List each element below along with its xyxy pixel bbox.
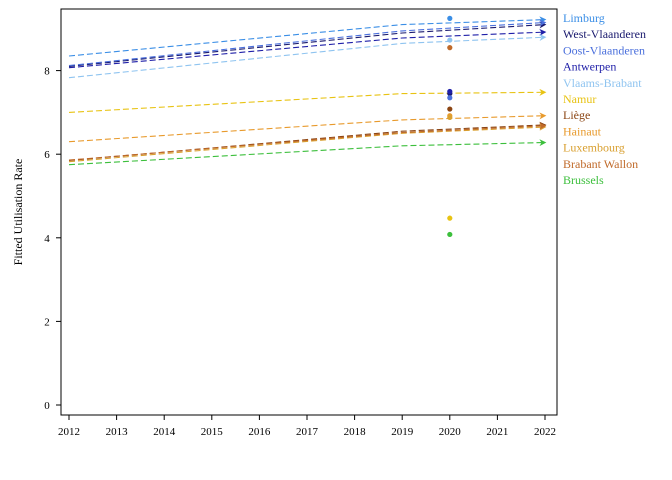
observed-point [447,231,453,238]
x-tick-label: 2021 [486,426,508,438]
series-line-limburg [68,16,547,57]
y-tick-label: 2 [44,316,50,328]
legend-entry: Vlaams-Brabant [563,76,642,90]
legend-entry: Oost-Vlaanderen [563,43,645,57]
observed-point [447,15,453,21]
plot-frame [60,8,558,416]
observed-point [447,88,453,95]
legend-entry: Liège [563,108,590,122]
observed-points [447,15,453,238]
y-tick-label: 0 [44,400,50,412]
y-tick-label: 6 [44,149,50,161]
legend-entry: Brabant Wallon [563,157,638,171]
axes: 2012 2013 2014 2015 2016 2017 2018 2019 2020 2021… [44,66,556,438]
legend-entry: Namur [563,92,596,106]
observed-point [447,114,453,121]
observed-point [447,106,453,112]
legend-entry: Luxembourg [563,141,625,155]
x-tick-label: 2022 [534,426,556,438]
legend-entry: Hainaut [563,124,602,138]
observed-point [447,95,453,101]
observed-point [447,45,453,51]
series-line-brussels [68,139,547,166]
legend: Limburg West-Vlaanderen Oost-Vlaanderen Ant… [563,11,646,187]
x-tick-label: 2012 [58,426,80,438]
legend-entry: West-Vlaanderen [563,27,646,41]
observed-point [447,37,453,43]
legend-entry: Limburg [563,11,605,25]
y-axis-title: Fitted Utilisation Rate [11,159,25,266]
legend-entry: Brussels [563,173,604,187]
y-tick-label: 4 [44,233,50,245]
y-tick-label: 8 [44,66,50,78]
observed-point [447,215,453,221]
x-tick-label: 2013 [106,426,129,438]
x-tick-label: 2019 [391,426,414,438]
x-tick-label: 2020 [439,426,462,438]
x-tick-label: 2014 [153,426,176,438]
x-tick-label: 2017 [296,426,319,438]
series-line-oost-vlaanderen [68,19,547,67]
series-lines [68,16,547,166]
series-line-antwerpen [68,28,547,69]
series-line-vlaams-brabant [68,33,547,79]
series-line-namur [68,88,547,113]
series-line-luxembourg [68,123,547,163]
series-line-west-vlaanderen [68,21,547,67]
legend-entry: Antwerpen [563,60,616,74]
series-line-brabant-wallon [68,122,547,161]
series-line-hainaut [68,112,547,143]
x-tick-label: 2016 [248,426,271,438]
x-tick-label: 2018 [344,426,367,438]
x-tick-label: 2015 [201,426,224,438]
